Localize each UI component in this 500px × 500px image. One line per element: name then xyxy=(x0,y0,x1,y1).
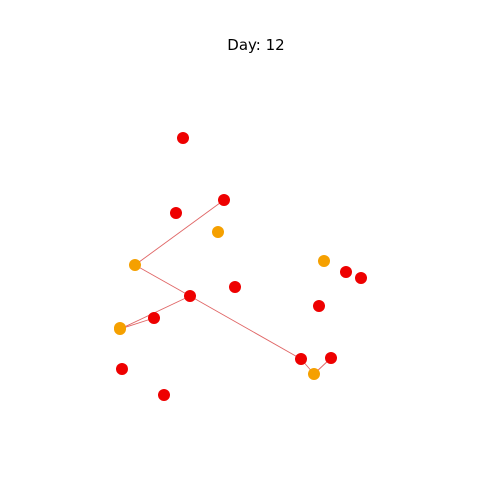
node-n10 xyxy=(114,323,126,335)
node-n17 xyxy=(116,363,128,375)
edge-n5-n7 xyxy=(134,264,191,297)
node-layer xyxy=(114,132,367,401)
node-n3 xyxy=(218,194,230,206)
node-n13 xyxy=(308,368,320,380)
node-n6 xyxy=(229,281,241,293)
node-n15 xyxy=(318,255,330,267)
node-n12 xyxy=(295,353,307,365)
node-n11 xyxy=(325,352,337,364)
edge-layer xyxy=(119,199,332,375)
node-n7 xyxy=(184,290,196,302)
node-n14 xyxy=(313,300,325,312)
node-n9 xyxy=(148,312,160,324)
node-n5 xyxy=(129,259,141,271)
day-title: Day: 12 xyxy=(227,36,285,54)
edge-n7-n12 xyxy=(189,295,302,360)
node-n1 xyxy=(177,132,189,144)
edge-n3-n5 xyxy=(134,199,225,266)
node-n2 xyxy=(170,207,182,219)
node-n18 xyxy=(158,389,170,401)
node-n4 xyxy=(212,226,224,238)
node-n16 xyxy=(340,266,352,278)
node-n19 xyxy=(355,272,367,284)
